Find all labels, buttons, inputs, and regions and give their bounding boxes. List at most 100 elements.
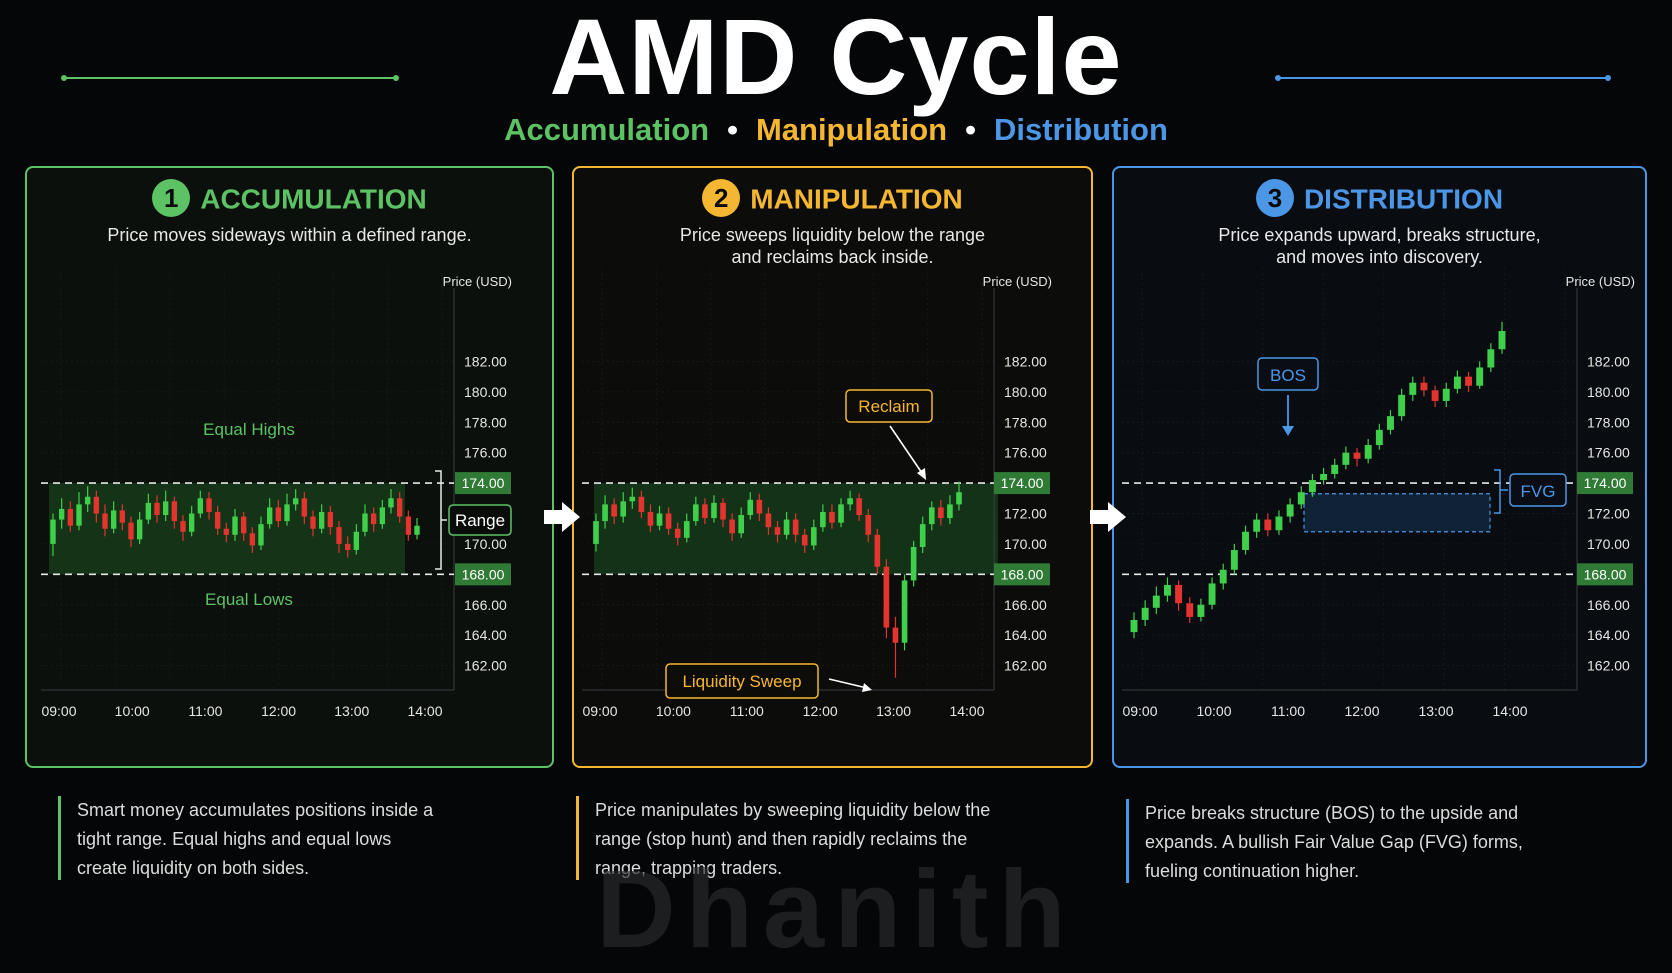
candle-body [344,543,351,550]
candle-body [1387,416,1394,430]
level-tag [1577,563,1633,586]
candle-body [128,522,134,540]
candle-body [336,527,342,544]
x-tick-label: 12:00 [1344,703,1379,719]
badge-1: 1 [152,179,191,217]
bos-label: BOS [1270,366,1306,385]
candle-body [783,519,790,535]
candle-body [1375,429,1383,446]
page-title: AMD Cycle [549,0,1123,117]
candle-body [947,504,953,519]
y-tick-label: 164.00 [464,627,507,643]
y-tick-label: 182.00 [464,353,507,369]
subtitle-separator-2: • [965,112,976,147]
level-tag-label: 168.00 [1001,566,1044,582]
candle-body [702,504,708,519]
panel-description: Price moves sideways within a defined ra… [27,224,552,246]
liquidity-sweep-label: Liquidity Sweep [682,672,801,691]
footer-line: range, trapping traders. [595,858,783,878]
panel-title-distribution: 3 DISTRIBUTION [1114,179,1645,220]
candle-body [738,515,745,534]
candle-body [1297,492,1305,505]
candle-body [379,507,386,525]
candle-body [820,511,826,528]
footer-note-manipulation: Price manipulates by sweeping liquidity … [576,796,990,880]
footer-line: Price breaks structure (BOS) to the upsi… [1145,803,1519,823]
y-tick-label: 182.00 [1004,353,1047,369]
candle-body [1152,595,1160,608]
x-tick-label: 10:00 [115,703,150,719]
candle-body [1398,394,1406,417]
candle-body [683,521,690,538]
y-tick-label: 180.00 [1004,384,1047,400]
panel-description-line1: Price expands upward, breaks structure, [1218,225,1541,245]
candle-body [310,516,316,529]
x-tick-label: 10:00 [656,703,691,719]
y-tick-label: 162.00 [1587,658,1630,674]
y-tick-label: 182.00 [1587,353,1630,369]
candle-body [910,546,917,581]
panel-description: Price sweeps liquidity below the range a… [574,224,1091,268]
candle-body [856,498,862,516]
candle-body [756,499,763,514]
candle-body [1342,452,1350,465]
y-tick-label: 170.00 [464,536,507,552]
candle-body [1320,473,1328,481]
candle-body [638,496,645,512]
candle-body [58,508,65,520]
level-tag-label: 174.00 [1584,475,1627,491]
footer-line: expands. A bullish Fair Value Gap (FVG) … [1145,832,1523,852]
candle-body [197,498,204,514]
candle-body [1208,583,1216,605]
candle-body [1420,382,1428,391]
candle-body [883,566,890,628]
candle-body [1498,331,1506,350]
candle-body [829,511,835,523]
candle-body [1130,619,1138,633]
level-tag [455,472,511,495]
x-tick-label: 11:00 [730,703,764,719]
candle-body [388,498,394,508]
candle-body [145,502,152,520]
candle-body [892,627,899,643]
panel-title-text: ACCUMULATION [200,183,427,215]
footer-line: Smart money accumulates positions inside… [77,800,434,820]
level-tag [455,563,511,586]
y-tick-label: 166.00 [464,597,507,613]
reclaim-callout [845,389,933,423]
y-tick-label: 176.00 [464,445,507,461]
x-tick-label: 12:00 [803,703,838,719]
panel-title-accumulation: 1 ACCUMULATION [27,179,552,220]
candle-body [747,499,754,516]
y-axis-label: Price (USD) [983,274,1052,289]
page-subtitle: Accumulation • Manipulation • Distribution [0,112,1672,148]
fvg-callout [1509,473,1567,507]
badge-2: 2 [702,179,741,217]
candle-body [362,513,368,532]
y-axis-label: Price (USD) [1566,274,1635,289]
distribution-chart: Price (USD) 182.00 180.00 178.00 176.00 172.0… [1122,268,1635,719]
candle-body [801,534,808,546]
candle-body [249,533,256,546]
bos-arrowhead [1282,426,1294,436]
candle-body [275,507,282,522]
candle-body [1163,584,1171,596]
candle-body [206,498,212,512]
level-tag-label: 168.00 [1584,566,1627,582]
panel-distribution: 3 DISTRIBUTION Price expands upward, brea… [1112,166,1647,768]
candle-body [214,511,221,529]
candle-body [102,513,108,529]
fvg-bracket [1494,469,1508,514]
footer-note-accumulation: Smart money accumulates positions inside… [58,796,433,880]
panel-description-line2: and reclaims back inside. [731,247,934,267]
y-tick-label: 162.00 [464,658,507,674]
accumulation-chart: Price (USD) 182.00 180.00 178.00 176.00 170.0… [41,268,512,719]
reclaim-arrowhead [917,468,926,480]
candle-body [318,511,325,529]
x-tick-label: 12:00 [261,703,296,719]
header-line-left [61,75,399,81]
candle-body [154,502,160,516]
candle-body [838,504,844,523]
candle-body [414,525,420,535]
candle-body [1286,504,1294,517]
